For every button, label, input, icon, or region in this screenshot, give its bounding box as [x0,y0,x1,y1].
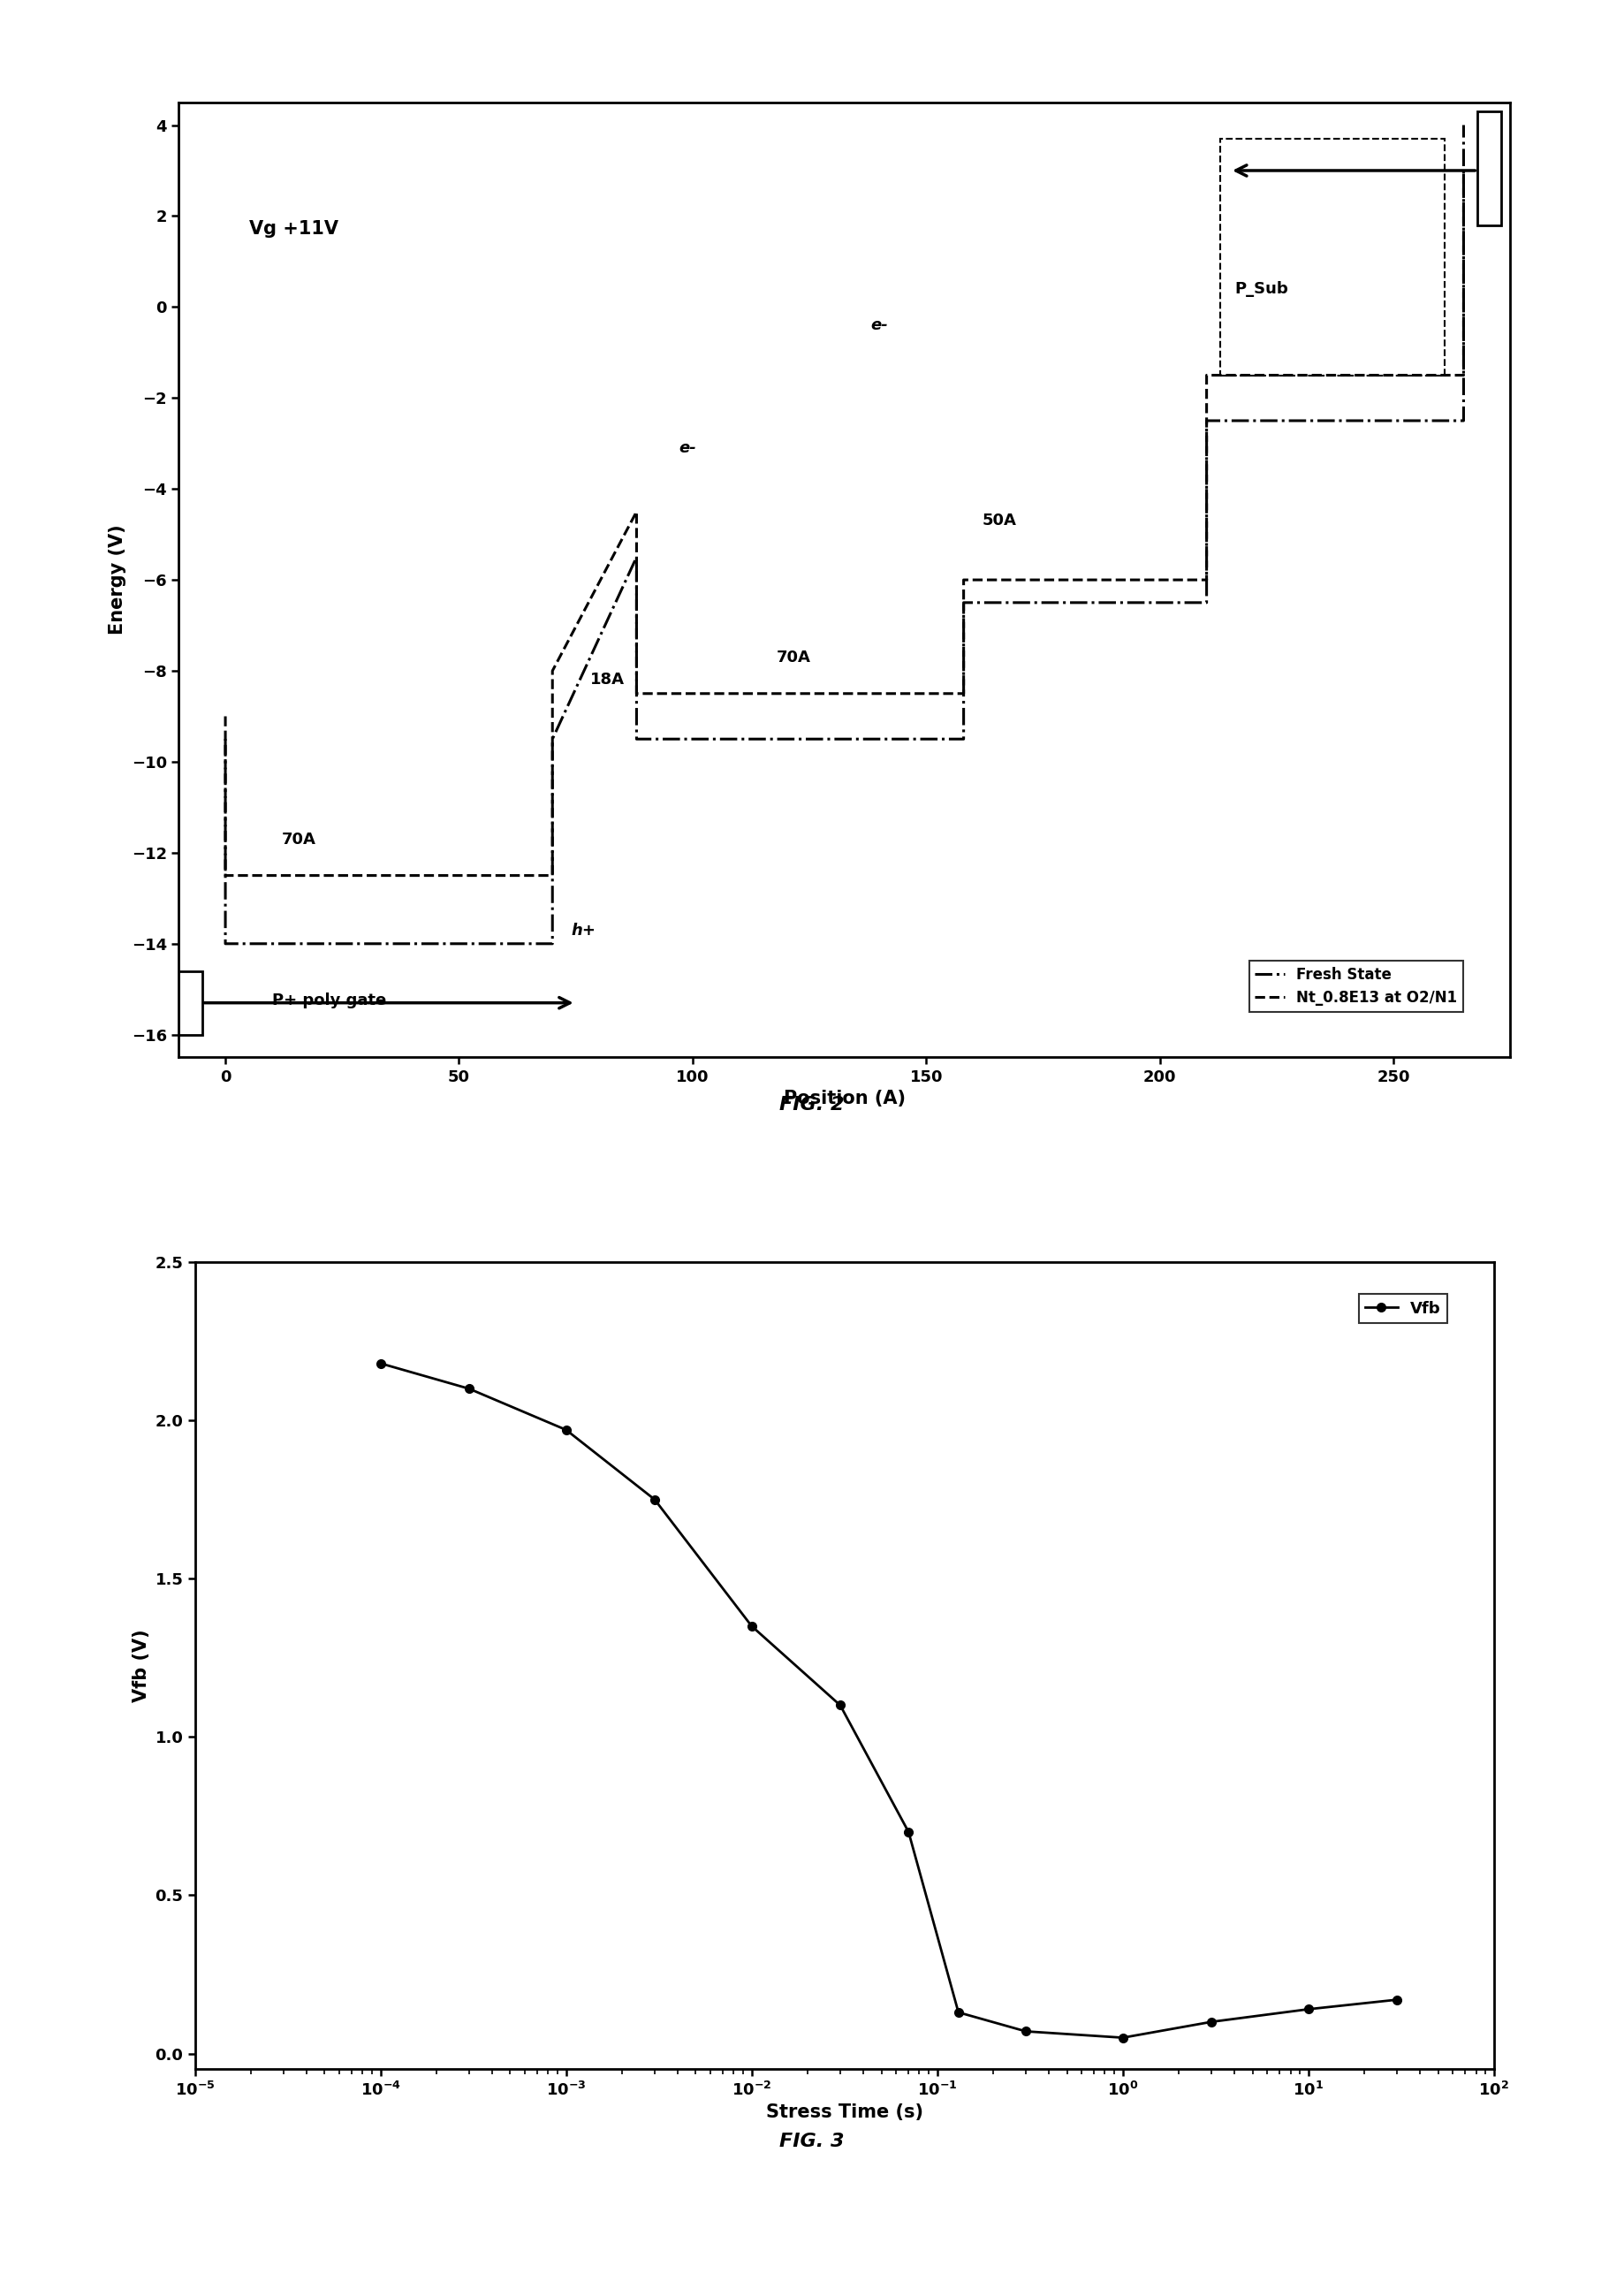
Legend: Fresh State, Nt_0.8E13 at O2/N1: Fresh State, Nt_0.8E13 at O2/N1 [1249,962,1463,1012]
Text: h+: h+ [572,923,596,939]
Text: 18A: 18A [590,673,624,689]
Vfb [557,1417,577,1444]
X-axis label: Stress Time (s): Stress Time (s) [767,2103,922,2122]
Text: 50A: 50A [983,514,1017,530]
Text: 70A: 70A [281,832,315,848]
Text: e-: e- [870,318,888,334]
Vfb [1202,2008,1221,2035]
Text: P_Sub: P_Sub [1234,282,1288,298]
Vfb [1387,1985,1406,2012]
Vfb [645,1485,664,1512]
Text: FIG. 3: FIG. 3 [780,2133,844,2151]
Line: Vfb: Vfb [377,1360,1402,2042]
Vfb [898,1819,918,1846]
Vfb [460,1376,479,1403]
Vfb [370,1351,390,1378]
Y-axis label: Vfb (V): Vfb (V) [133,1628,149,1703]
Legend: Vfb: Vfb [1359,1294,1447,1323]
Vfb [1017,2017,1036,2044]
Vfb [948,1999,968,2026]
Text: 70A: 70A [776,650,810,666]
Bar [1478,111,1501,225]
Vfb [742,1612,762,1640]
Text: e-: e- [679,441,697,457]
Vfb [1299,1997,1319,2024]
X-axis label: Position (A): Position (A) [783,1089,906,1107]
Y-axis label: Energy (V): Energy (V) [109,525,127,634]
Text: Vg +11V: Vg +11V [248,221,338,239]
Vfb [1112,2024,1132,2051]
Text: FIG. 2: FIG. 2 [780,1096,844,1114]
Bar [179,971,201,1035]
Vfb [830,1692,849,1719]
Text: P+ poly gate: P+ poly gate [273,994,387,1007]
